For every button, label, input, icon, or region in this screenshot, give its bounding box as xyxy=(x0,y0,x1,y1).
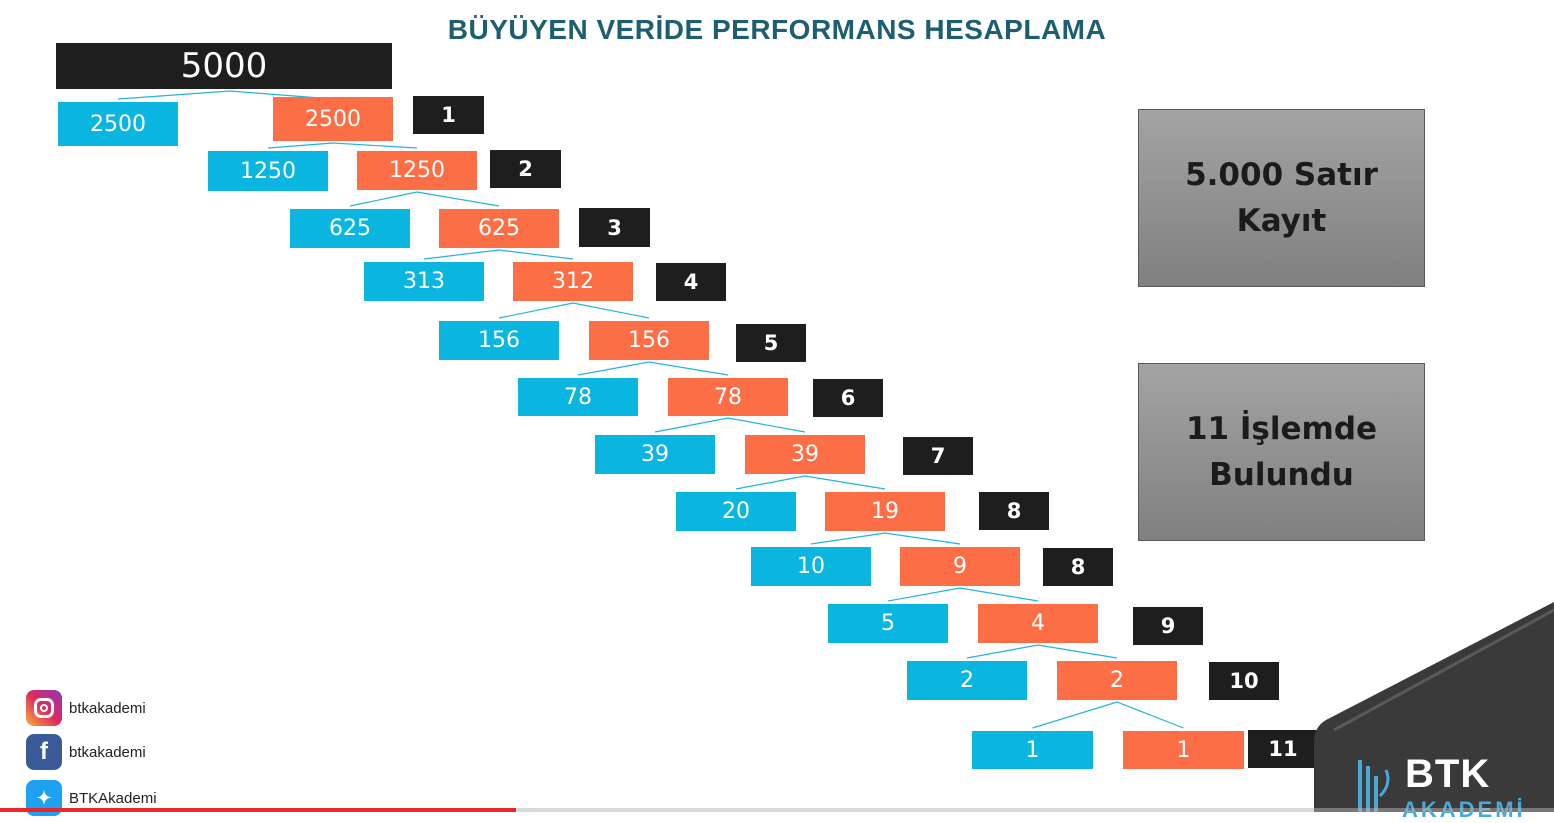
left-half-box: 1250 xyxy=(208,151,328,191)
right-half-box: 78 xyxy=(668,378,788,416)
right-half-box: 1 xyxy=(1123,731,1244,769)
right-half-box: 2 xyxy=(1057,661,1177,700)
split-connector-line xyxy=(966,644,1118,659)
btk-logo-icon xyxy=(1358,760,1390,812)
right-half-box: 2500 xyxy=(273,97,393,141)
step-counter-badge: 1 xyxy=(413,96,484,134)
left-half-box: 78 xyxy=(518,378,638,416)
instagram-icon xyxy=(26,690,62,726)
right-half-box: 9 xyxy=(900,547,1020,586)
step-counter-badge: 6 xyxy=(813,379,883,417)
records-info-text: 5.000 Satır Kayıt xyxy=(1185,156,1378,240)
left-half-box: 10 xyxy=(751,547,871,586)
split-connector-line xyxy=(349,191,500,207)
left-half-box: 20 xyxy=(676,492,796,531)
split-connector-line xyxy=(577,361,729,376)
step-counter-badge: 11 xyxy=(1248,730,1318,768)
result-info-line-2: Bulundu xyxy=(1209,457,1354,493)
step-counter-badge: 8 xyxy=(1043,548,1113,586)
result-info-line-1: 11 İşlemde xyxy=(1185,410,1378,447)
split-connector-line xyxy=(423,249,574,260)
facebook-handle: btkakademi xyxy=(69,743,146,761)
step-counter-badge: 9 xyxy=(1133,607,1203,645)
video-progress-played[interactable] xyxy=(0,808,516,812)
result-info-box: 11 İşlemde Bulundu xyxy=(1138,363,1425,541)
split-connector-line xyxy=(735,475,886,490)
split-connector-line xyxy=(887,587,1039,602)
left-half-box: 1 xyxy=(972,731,1093,769)
step-counter-badge: 8 xyxy=(979,492,1049,530)
slide-title: BÜYÜYEN VERİDE PERFORMANS HESAPLAMA xyxy=(447,14,1107,45)
brand-corner-shape xyxy=(1314,602,1554,812)
step-counter-badge: 4 xyxy=(656,263,726,301)
right-half-box: 625 xyxy=(439,209,559,248)
step-counter-badge: 10 xyxy=(1209,662,1279,700)
left-half-box: 5 xyxy=(828,604,948,643)
right-half-box: 4 xyxy=(978,604,1098,643)
video-progress-track[interactable] xyxy=(516,808,1554,812)
left-half-box: 625 xyxy=(290,209,410,248)
split-connector-line xyxy=(267,142,418,149)
right-half-box: 19 xyxy=(825,492,945,531)
split-connector-line xyxy=(810,532,961,545)
instagram-handle: btkakademi xyxy=(69,699,146,717)
left-half-box: 39 xyxy=(595,435,715,474)
left-half-box: 156 xyxy=(439,321,559,360)
facebook-icon: f xyxy=(26,734,62,770)
split-connector-line xyxy=(654,417,806,433)
left-half-box: 313 xyxy=(364,262,484,301)
right-half-box: 156 xyxy=(589,321,709,360)
step-counter-badge: 7 xyxy=(903,437,973,475)
social-instagram[interactable]: btkakademi xyxy=(26,690,146,726)
left-half-box: 2 xyxy=(907,661,1027,700)
step-counter-badge: 5 xyxy=(736,324,806,362)
step-counter-badge: 3 xyxy=(579,208,650,247)
step-counter-badge: 2 xyxy=(490,150,561,188)
social-facebook[interactable]: f btkakademi xyxy=(26,734,146,770)
split-connector-line xyxy=(498,302,650,319)
right-half-box: 39 xyxy=(745,435,865,474)
split-connector-line xyxy=(1032,701,1184,729)
brand-name: BTK xyxy=(1405,752,1491,796)
right-half-box: 312 xyxy=(513,262,633,301)
root-value-box: 5000 xyxy=(56,43,392,89)
left-half-box: 2500 xyxy=(58,102,178,146)
twitter-handle: BTKAkademi xyxy=(69,789,157,807)
right-half-box: 1250 xyxy=(357,151,477,190)
records-info-box: 5.000 Satır Kayıt xyxy=(1138,109,1425,287)
